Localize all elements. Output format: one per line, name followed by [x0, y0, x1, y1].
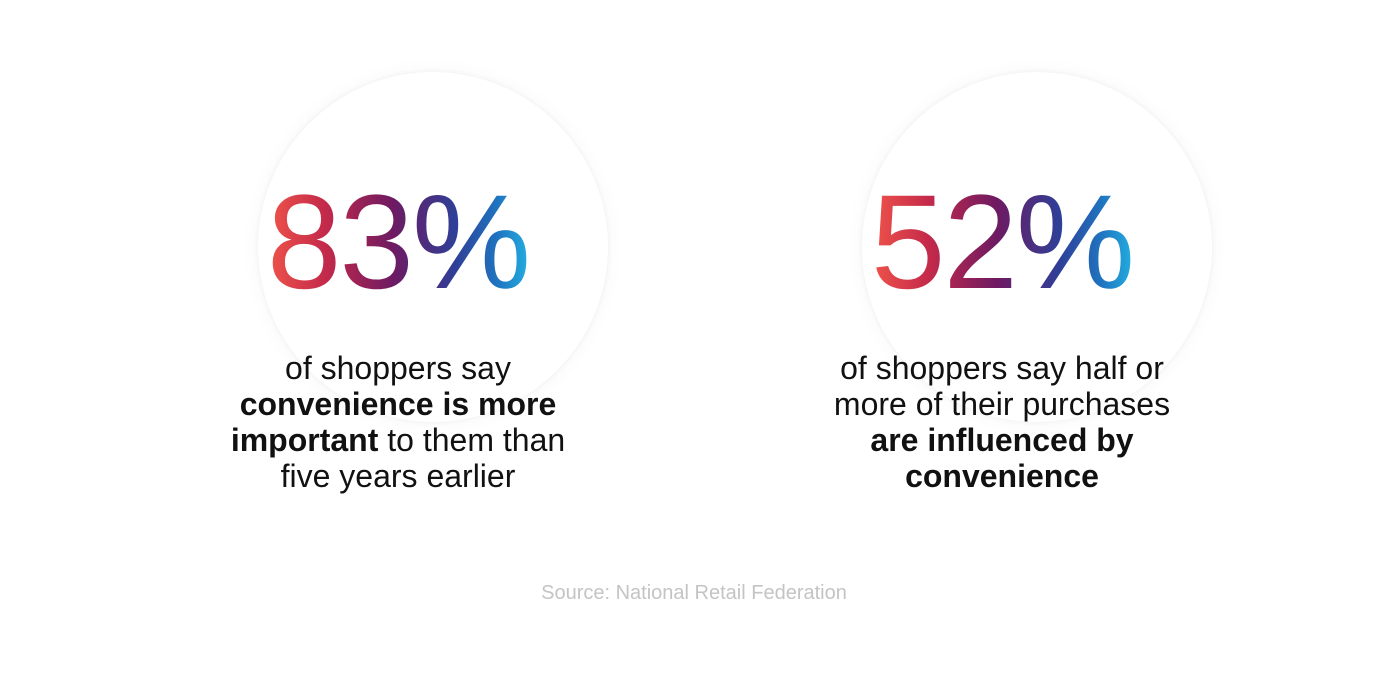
- caption-line: of shoppers say half or: [840, 350, 1164, 386]
- stat-caption: of shoppers say half or more of their pu…: [834, 350, 1170, 494]
- stat-ring-decoration: [862, 72, 1212, 422]
- caption-line: to them than: [378, 422, 566, 458]
- caption-line: five years earlier: [280, 458, 516, 494]
- caption-line: of shoppers say: [285, 350, 511, 386]
- stat-value: 83%: [266, 168, 531, 317]
- stat-ring-decoration: [258, 72, 608, 422]
- caption-line-emphasis: are influenced by: [870, 422, 1134, 458]
- stat-card-right: 52% of shoppers say half or more of thei…: [742, 0, 1262, 560]
- stat-card-left: 83% of shoppers say convenience is more …: [138, 0, 658, 560]
- stat-caption: of shoppers say convenience is more impo…: [231, 350, 565, 494]
- caption-line: more of their purchases: [833, 386, 1171, 422]
- caption-line-emphasis: important: [230, 422, 379, 458]
- caption-line-emphasis: convenience: [905, 458, 1099, 494]
- source-citation: Source: National Retail Federation: [541, 582, 847, 604]
- caption-line-emphasis: convenience is more: [239, 386, 557, 422]
- stat-value: 52%: [870, 168, 1135, 317]
